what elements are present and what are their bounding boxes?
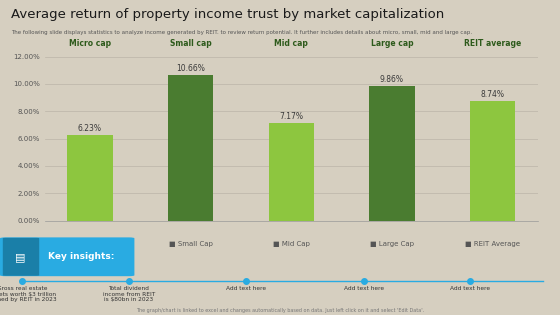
- Bar: [67, 135, 113, 220]
- FancyBboxPatch shape: [0, 238, 134, 276]
- Text: Key insights:: Key insights:: [48, 252, 114, 261]
- Bar: [369, 86, 414, 220]
- Text: 9.86%: 9.86%: [380, 75, 404, 84]
- Text: ▤: ▤: [16, 252, 26, 262]
- Text: 6.23%: 6.23%: [78, 124, 102, 134]
- Text: Add text here: Add text here: [344, 286, 384, 291]
- Text: Micro cap: Micro cap: [69, 39, 111, 48]
- Bar: [470, 101, 515, 220]
- Text: Gross real estate
assets worth $3 trillion
owned by REIT in 2023: Gross real estate assets worth $3 trilli…: [0, 286, 56, 302]
- Text: ■ REIT Average: ■ REIT Average: [465, 241, 520, 247]
- Text: The graph/chart is linked to excel and changes automatically based on data. Just: The graph/chart is linked to excel and c…: [136, 308, 424, 313]
- Bar: [168, 75, 213, 220]
- Text: ■ Small Cap: ■ Small Cap: [169, 241, 212, 247]
- Text: ■ Large Cap: ■ Large Cap: [370, 241, 414, 247]
- Text: Mid cap: Mid cap: [274, 39, 308, 48]
- Text: Add text here: Add text here: [226, 286, 267, 291]
- FancyBboxPatch shape: [3, 238, 39, 276]
- Text: 10.66%: 10.66%: [176, 64, 205, 73]
- Text: Add text here: Add text here: [450, 286, 491, 291]
- Text: Small cap: Small cap: [170, 39, 212, 48]
- Text: The following slide displays statistics to analyze income generated by REIT. to : The following slide displays statistics …: [11, 30, 472, 35]
- Text: REIT average: REIT average: [464, 39, 521, 48]
- Text: Total dividend
income from REIT
is $80bn in 2023: Total dividend income from REIT is $80bn…: [102, 286, 155, 302]
- Text: 7.17%: 7.17%: [279, 112, 303, 121]
- Text: ■ Micro Cap: ■ Micro Cap: [68, 241, 111, 247]
- Text: ■ Mid Cap: ■ Mid Cap: [273, 241, 310, 247]
- Text: Large cap: Large cap: [371, 39, 413, 48]
- Text: Average return of property income trust by market capitalization: Average return of property income trust …: [11, 8, 445, 21]
- Text: 8.74%: 8.74%: [480, 90, 505, 99]
- Bar: [269, 123, 314, 220]
